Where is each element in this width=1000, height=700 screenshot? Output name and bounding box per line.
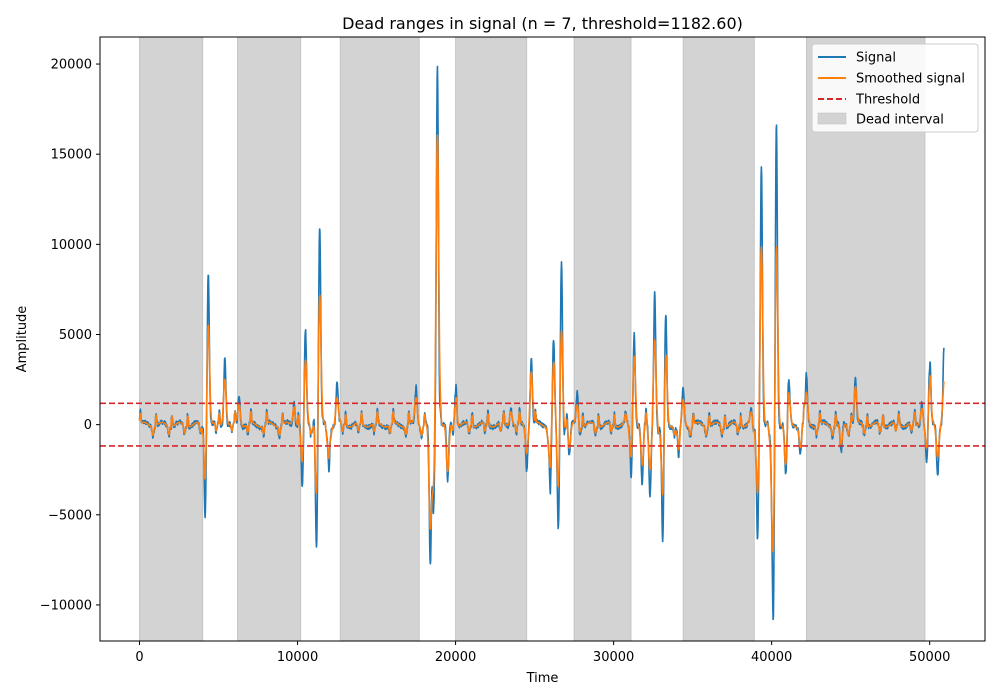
threshold-lines bbox=[100, 402, 985, 447]
plot-frame bbox=[99, 36, 986, 642]
dead-intervals bbox=[139, 36, 926, 642]
legend-smoothed-label: Smoothed signal bbox=[856, 72, 965, 87]
signal-lines bbox=[138, 65, 945, 621]
dead-interval-1 bbox=[139, 36, 204, 642]
y-axis-ticks: −10000 −5000 0 5000 10000 15000 20000 bbox=[40, 58, 100, 613]
series-smoothed-signal bbox=[138, 134, 945, 553]
legend: Signal Smoothed signal Threshold Dead in… bbox=[811, 43, 979, 133]
y-tick-label: 5000 bbox=[59, 328, 92, 343]
x-axis-label: Time bbox=[526, 671, 559, 686]
chart-title: Dead ranges in signal (n = 7, threshold=… bbox=[342, 14, 743, 33]
x-tick-label: 30000 bbox=[593, 650, 634, 665]
x-tick-label: 50000 bbox=[909, 650, 950, 665]
x-axis-ticks: 0 10000 20000 30000 40000 50000 bbox=[135, 641, 950, 665]
y-tick-label: 10000 bbox=[51, 238, 92, 253]
dead-interval-2 bbox=[237, 36, 302, 642]
dead-interval-3 bbox=[339, 36, 420, 642]
dead-interval-4 bbox=[455, 36, 528, 642]
y-tick-label: 20000 bbox=[51, 58, 92, 73]
x-tick-label: 40000 bbox=[751, 650, 792, 665]
y-tick-label: −5000 bbox=[48, 508, 92, 523]
y-tick-label: −10000 bbox=[40, 598, 92, 613]
dead-interval-5 bbox=[573, 36, 632, 642]
x-tick-label: 20000 bbox=[435, 650, 476, 665]
x-tick-label: 10000 bbox=[277, 650, 318, 665]
x-tick-label: 0 bbox=[135, 650, 143, 665]
legend-dead-label: Dead interval bbox=[856, 113, 944, 128]
legend-signal-label: Signal bbox=[856, 51, 896, 66]
y-tick-label: 15000 bbox=[51, 148, 92, 163]
legend-dead-swatch bbox=[817, 112, 847, 125]
y-tick-label: 0 bbox=[84, 418, 92, 433]
legend-threshold-label: Threshold bbox=[855, 93, 920, 108]
y-axis-label: Amplitude bbox=[15, 306, 30, 373]
legend-box bbox=[811, 43, 979, 133]
dead-interval-7 bbox=[806, 36, 926, 642]
dead-interval-6 bbox=[682, 36, 755, 642]
